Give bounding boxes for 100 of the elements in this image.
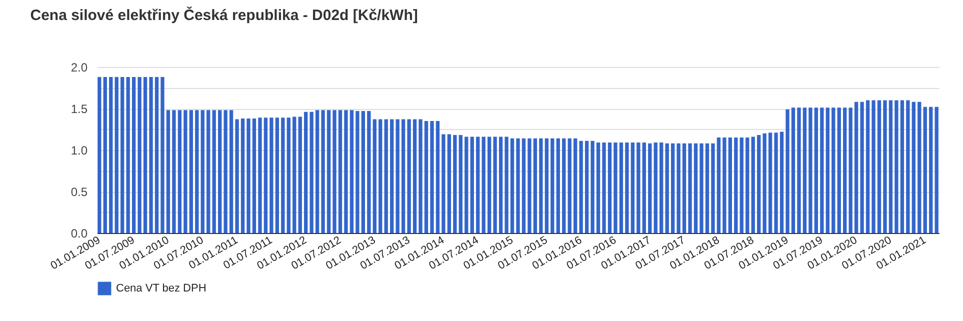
- bar: [401, 119, 406, 233]
- bar: [722, 138, 726, 233]
- bar: [407, 119, 411, 233]
- bar: [350, 110, 354, 233]
- bar: [918, 102, 922, 233]
- bar: [814, 108, 818, 233]
- bar: [934, 106, 938, 233]
- bar: [390, 119, 394, 233]
- bar: [848, 108, 852, 233]
- bar: [900, 100, 904, 233]
- bar: [195, 110, 199, 233]
- bar: [120, 76, 124, 233]
- bar: [802, 108, 807, 233]
- bar: [206, 110, 210, 233]
- bar: [877, 100, 882, 233]
- bar: [768, 132, 772, 233]
- bar: [608, 142, 612, 233]
- bar: [418, 119, 422, 233]
- y-tick-label: 0.5: [70, 185, 88, 199]
- bar: [270, 118, 274, 233]
- bar: [281, 118, 285, 233]
- bar: [240, 118, 245, 233]
- bar: [178, 110, 182, 233]
- bar: [694, 143, 698, 233]
- bar: [682, 143, 686, 233]
- bar: [372, 119, 376, 233]
- bar: [797, 108, 801, 233]
- bar: [562, 138, 566, 233]
- bar: [114, 76, 118, 233]
- bar: [751, 136, 755, 233]
- bar: [447, 134, 452, 233]
- bar: [166, 110, 170, 233]
- bar: [184, 110, 188, 233]
- bar: [746, 138, 750, 233]
- bar: [132, 76, 136, 233]
- bar: [906, 100, 910, 233]
- bar: [292, 116, 296, 233]
- bar: [212, 110, 216, 233]
- bar: [98, 76, 102, 233]
- bar: [516, 138, 520, 233]
- bar: [614, 142, 618, 233]
- bar: [154, 76, 159, 233]
- legend-label: Cena VT bez DPH: [116, 282, 206, 294]
- y-tick-label: 1.5: [70, 102, 88, 116]
- bar: [396, 119, 400, 233]
- bar: [866, 100, 870, 233]
- bar: [826, 108, 830, 233]
- bar: [487, 136, 492, 233]
- bar: [103, 76, 107, 233]
- bar: [923, 106, 927, 233]
- bar: [734, 138, 738, 233]
- bar: [470, 136, 474, 233]
- bar: [126, 76, 130, 233]
- bar: [728, 138, 732, 233]
- bar: [522, 138, 526, 233]
- bar: [315, 110, 320, 233]
- bar: [504, 136, 508, 233]
- bar: [808, 108, 812, 233]
- bar: [476, 136, 480, 233]
- y-tick-label: 2.0: [70, 60, 88, 74]
- bar: [138, 76, 142, 233]
- bar: [716, 138, 721, 233]
- bar: [229, 110, 234, 233]
- bar: [458, 135, 462, 233]
- bar: [539, 138, 543, 233]
- bar: [590, 140, 594, 233]
- bar: [172, 110, 176, 233]
- bar: [235, 119, 239, 233]
- bar: [556, 138, 560, 233]
- bar: [310, 112, 314, 233]
- bar: [332, 110, 336, 233]
- bar: [338, 110, 342, 233]
- bar: [883, 100, 887, 233]
- bar: [246, 118, 250, 233]
- bar: [252, 118, 256, 233]
- bar: [109, 76, 113, 233]
- bar: [143, 76, 148, 233]
- bar: [705, 143, 710, 233]
- bar: [654, 142, 658, 233]
- bar: [757, 135, 761, 233]
- bar: [528, 138, 532, 233]
- bar: [912, 102, 916, 233]
- bar: [860, 102, 864, 233]
- bar: [700, 143, 704, 233]
- bar: [550, 138, 554, 233]
- bar: [344, 110, 348, 233]
- bar: [412, 119, 417, 233]
- bar: [619, 142, 624, 233]
- bar: [189, 110, 193, 233]
- bar: [636, 142, 640, 233]
- bar: [378, 119, 382, 233]
- bar: [820, 108, 824, 233]
- bar: [326, 110, 331, 233]
- bar: [286, 118, 290, 233]
- chart-title: Cena silové elektřiny Česká republika - D02d [Kč/kWh]: [30, 6, 418, 24]
- bar: [676, 143, 680, 233]
- bar: [711, 143, 715, 233]
- bar: [493, 136, 497, 233]
- bar: [872, 100, 876, 233]
- bar: [579, 140, 583, 233]
